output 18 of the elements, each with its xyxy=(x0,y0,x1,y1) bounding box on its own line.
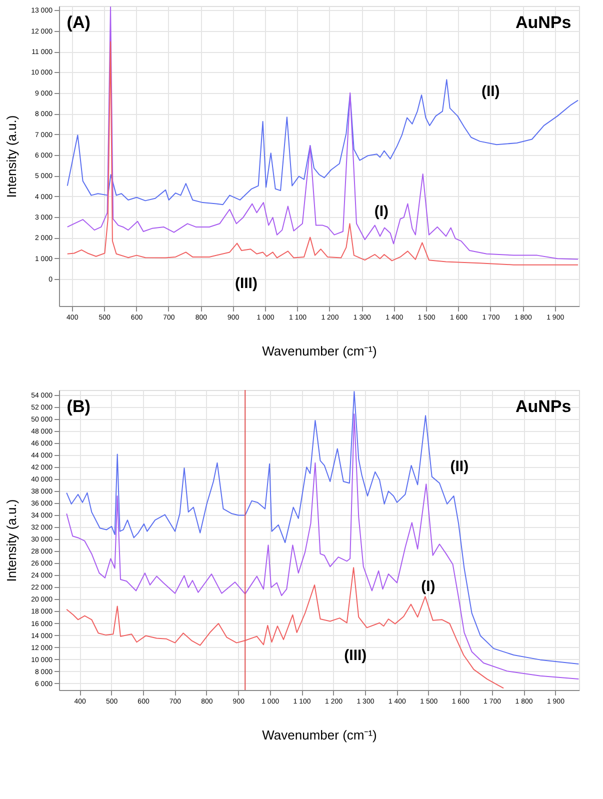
annotation: (B) xyxy=(66,397,90,416)
annotation: AuNPs xyxy=(515,397,572,416)
line-series xyxy=(66,6,579,260)
annotation: (I) xyxy=(421,578,436,595)
annotation: (I) xyxy=(374,203,388,220)
line-series xyxy=(66,41,579,266)
y-axis-title: Intensity (a.u.) xyxy=(4,115,20,198)
line-series xyxy=(66,567,504,689)
annotation: (III) xyxy=(344,647,367,664)
annotation: (III) xyxy=(234,275,258,292)
x-axis-title: Wavenumber (cm⁻¹) xyxy=(262,344,377,358)
annotation: (A) xyxy=(66,13,90,32)
x-axis-title: Wavenumber (cm⁻¹) xyxy=(262,728,377,742)
y-axis-title: Intensity (a.u.) xyxy=(4,499,20,582)
line-series xyxy=(66,79,579,206)
annotation: (II) xyxy=(450,458,469,475)
annotation: (II) xyxy=(481,83,500,100)
annotation: AuNPs xyxy=(515,13,572,32)
